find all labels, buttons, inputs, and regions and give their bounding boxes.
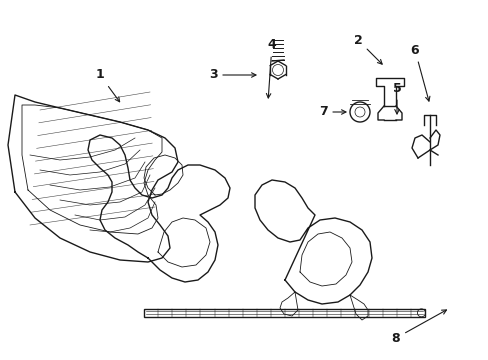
Text: 5: 5: [392, 81, 401, 114]
Text: 3: 3: [208, 68, 255, 81]
Text: 7: 7: [318, 105, 346, 118]
Text: 6: 6: [410, 44, 429, 101]
Text: 4: 4: [266, 39, 276, 98]
Bar: [144, 309, 425, 317]
Text: 1: 1: [96, 68, 120, 102]
Text: 2: 2: [353, 33, 382, 64]
Text: 8: 8: [391, 310, 446, 345]
